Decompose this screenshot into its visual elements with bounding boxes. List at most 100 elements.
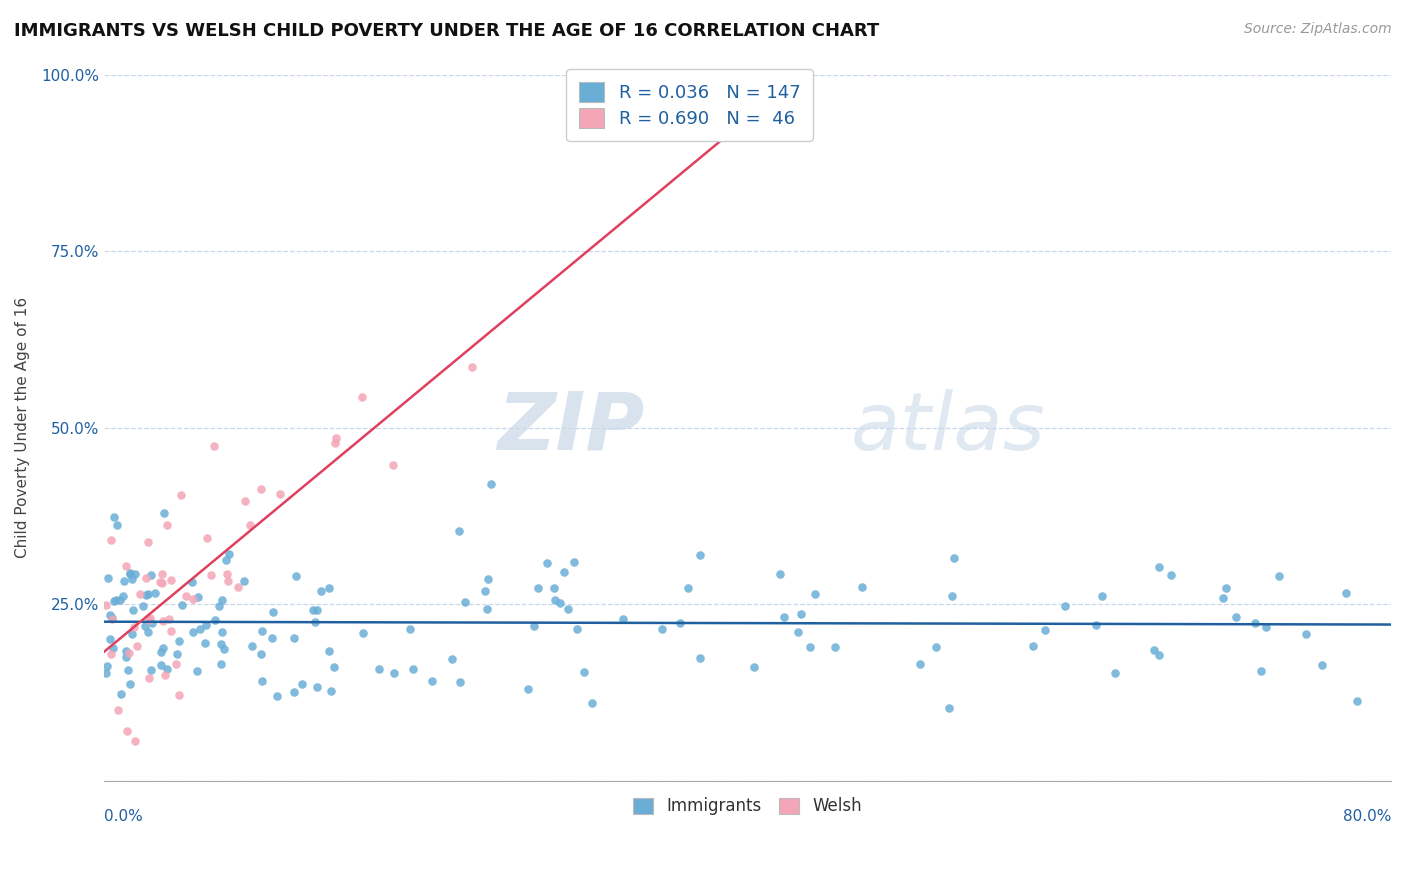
Point <box>318 644 340 658</box>
Point <box>138 613 160 627</box>
Point <box>150 575 173 590</box>
Point <box>215 553 238 567</box>
Point <box>170 488 193 502</box>
Point <box>689 651 711 665</box>
Point <box>114 650 136 665</box>
Point <box>115 723 138 738</box>
Point <box>311 584 333 599</box>
Point <box>211 637 233 651</box>
Point <box>352 390 374 404</box>
Point <box>98 607 121 622</box>
Point <box>398 622 420 636</box>
Point <box>150 645 173 659</box>
Point <box>98 632 121 647</box>
Point <box>1250 664 1272 678</box>
Point <box>96 598 118 612</box>
Point <box>262 606 284 620</box>
Point <box>152 614 174 628</box>
Y-axis label: Child Poverty Under the Age of 16: Child Poverty Under the Age of 16 <box>15 297 30 558</box>
Point <box>269 487 291 501</box>
Point <box>266 690 288 704</box>
Point <box>129 586 152 600</box>
Point <box>136 534 159 549</box>
Point <box>1143 643 1166 657</box>
Text: atlas: atlas <box>851 389 1045 467</box>
Point <box>215 566 238 581</box>
Point <box>103 509 125 524</box>
Point <box>668 615 690 630</box>
Point <box>124 734 146 748</box>
Point <box>103 594 125 608</box>
Point <box>240 640 263 654</box>
Point <box>475 602 498 616</box>
Point <box>368 662 391 676</box>
Point <box>382 458 405 472</box>
Point <box>548 595 571 609</box>
Point <box>1346 694 1368 708</box>
Point <box>441 652 464 666</box>
Legend: Immigrants, Welsh: Immigrants, Welsh <box>627 791 869 822</box>
Point <box>211 624 233 639</box>
Point <box>112 589 135 603</box>
Point <box>804 587 827 601</box>
Point <box>120 677 142 691</box>
Point <box>200 567 222 582</box>
Point <box>100 611 122 625</box>
Point <box>325 431 347 445</box>
Point <box>134 619 156 633</box>
Point <box>232 574 254 588</box>
Point <box>194 618 217 632</box>
Point <box>689 548 711 562</box>
Point <box>1021 639 1043 653</box>
Point <box>382 666 405 681</box>
Point <box>209 657 232 672</box>
Point <box>564 555 586 569</box>
Point <box>153 506 176 520</box>
Point <box>454 594 477 608</box>
Point <box>1212 591 1234 605</box>
Point <box>304 615 326 629</box>
Point <box>824 640 846 654</box>
Point <box>773 609 796 624</box>
Point <box>565 622 588 636</box>
Point <box>214 642 236 657</box>
Point <box>233 494 256 508</box>
Point <box>449 524 471 539</box>
Point <box>135 571 157 585</box>
Point <box>1244 615 1267 630</box>
Point <box>211 593 233 607</box>
Point <box>110 687 132 701</box>
Point <box>420 673 443 688</box>
Point <box>124 566 146 581</box>
Point <box>260 632 283 646</box>
Point <box>572 665 595 679</box>
Point <box>118 646 141 660</box>
Point <box>181 591 204 606</box>
Point <box>676 581 699 595</box>
Point <box>325 435 347 450</box>
Point <box>352 626 374 640</box>
Point <box>319 683 342 698</box>
Point <box>167 688 190 702</box>
Point <box>100 533 122 547</box>
Point <box>526 582 548 596</box>
Text: 0.0%: 0.0% <box>104 809 143 824</box>
Point <box>1295 627 1317 641</box>
Point <box>208 599 231 614</box>
Point <box>112 574 135 589</box>
Point <box>97 570 120 584</box>
Point <box>477 572 499 586</box>
Text: Source: ZipAtlas.com: Source: ZipAtlas.com <box>1244 22 1392 37</box>
Point <box>1147 559 1170 574</box>
Point <box>121 627 143 641</box>
Point <box>941 589 963 603</box>
Point <box>942 550 965 565</box>
Point <box>138 625 160 640</box>
Point <box>461 360 484 375</box>
Point <box>107 703 129 717</box>
Point <box>307 680 329 694</box>
Point <box>612 612 634 626</box>
Point <box>153 668 176 682</box>
Point <box>166 647 188 661</box>
Point <box>125 640 148 654</box>
